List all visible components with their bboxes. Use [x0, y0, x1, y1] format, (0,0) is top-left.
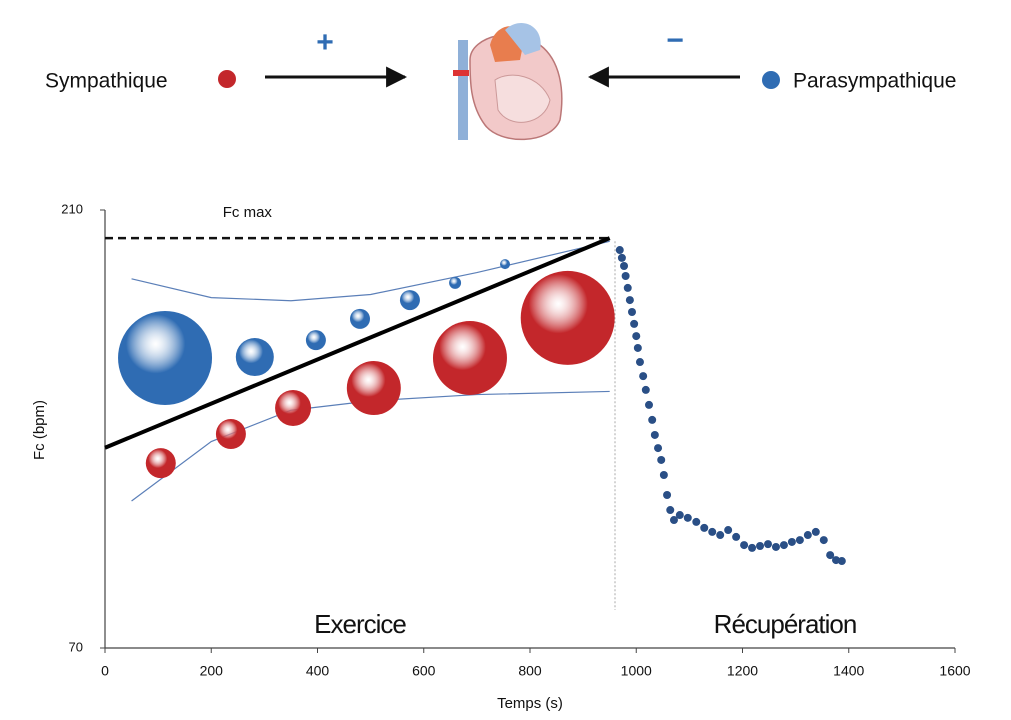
x-tick-label: 0: [101, 663, 109, 679]
bubble: [118, 311, 212, 405]
recovery-point: [642, 386, 650, 394]
recovery-point: [700, 524, 708, 532]
recovery-point: [663, 491, 671, 499]
bubble: [400, 290, 420, 310]
recovery-point: [780, 541, 788, 549]
recovery-point: [636, 358, 644, 366]
recovery-point: [648, 416, 656, 424]
recovery-point: [804, 531, 812, 539]
recovery-point: [692, 518, 700, 526]
phase-label: Récupération: [714, 609, 857, 639]
bubble: [350, 309, 370, 329]
recovery-point: [628, 308, 636, 316]
y-tick-label: 70: [69, 639, 83, 654]
x-tick-label: 1200: [727, 663, 758, 679]
bubble: [347, 361, 401, 415]
minus-sign: −: [666, 24, 684, 57]
recovery-point: [666, 506, 674, 514]
recovery-point: [630, 320, 638, 328]
recovery-point: [657, 456, 665, 464]
recovery-point: [618, 254, 626, 262]
bubble: [216, 419, 246, 449]
recovery-point: [676, 511, 684, 519]
recovery-point: [660, 471, 668, 479]
recovery-point: [684, 514, 692, 522]
chart: Sympathique + − Parasympathique Temps (s…: [0, 0, 1011, 720]
recovery-point: [740, 541, 748, 549]
x-tick-label: 200: [200, 663, 224, 679]
bubble: [521, 271, 615, 365]
legend-marker: [218, 70, 236, 88]
x-tick-label: 600: [412, 663, 436, 679]
bubble: [500, 259, 510, 269]
fc-max-label: Fc max: [223, 204, 273, 221]
recovery-point: [724, 526, 732, 534]
recovery-point: [626, 296, 634, 304]
recovery-point: [716, 531, 724, 539]
parasympathique-label: Parasympathique: [793, 70, 956, 93]
x-axis-title: Temps (s): [497, 695, 563, 712]
x-tick-label: 1400: [833, 663, 864, 679]
recovery-point: [708, 528, 716, 536]
recovery-point: [756, 542, 764, 550]
bubble: [306, 330, 326, 350]
recovery-point: [772, 543, 780, 551]
legend-marker: [762, 71, 780, 89]
sympathique-label: Sympathique: [45, 70, 168, 93]
recovery-point: [616, 246, 624, 254]
recovery-point: [812, 528, 820, 536]
x-tick-label: 1600: [939, 663, 970, 679]
bubble: [275, 390, 311, 426]
y-axis-title: Fc (bpm): [31, 400, 48, 460]
recovery-point: [764, 540, 772, 548]
recovery-point: [651, 431, 659, 439]
recovery-point: [820, 536, 828, 544]
recovery-point: [632, 332, 640, 340]
recovery-point: [748, 544, 756, 552]
bubble: [236, 338, 274, 376]
recovery-point: [732, 533, 740, 541]
recovery-point: [634, 344, 642, 352]
recovery-point: [639, 372, 647, 380]
recovery-point: [624, 284, 632, 292]
recovery-point: [788, 538, 796, 546]
recovery-point: [620, 262, 628, 270]
bubble: [433, 321, 507, 395]
y-tick-label: 210: [61, 201, 83, 216]
recovery-point: [645, 401, 653, 409]
heart-icon: [453, 23, 562, 140]
bubble: [449, 277, 461, 289]
x-tick-label: 400: [306, 663, 330, 679]
phase-label: Exercice: [314, 609, 406, 639]
recovery-point: [622, 272, 630, 280]
recovery-point: [838, 557, 846, 565]
recovery-point: [796, 536, 804, 544]
x-tick-label: 1000: [621, 663, 652, 679]
x-tick-label: 800: [518, 663, 542, 679]
plus-sign: +: [316, 26, 334, 59]
recovery-point: [654, 444, 662, 452]
bubble: [146, 448, 176, 478]
